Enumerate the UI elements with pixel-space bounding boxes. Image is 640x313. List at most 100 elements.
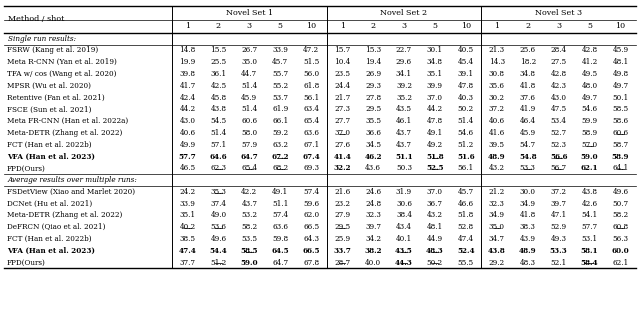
Text: 64.5: 64.5 [271,247,289,255]
Text: 27.6: 27.6 [334,141,350,149]
Text: 33.7: 33.7 [333,247,351,255]
Text: 57.9: 57.9 [241,141,257,149]
Text: 43.5: 43.5 [395,247,413,255]
Text: 24.8: 24.8 [365,199,381,208]
Text: 2: 2 [371,22,376,30]
Text: 56.1: 56.1 [303,94,319,102]
Text: 51.5: 51.5 [303,58,319,66]
Text: 21.2: 21.2 [489,188,505,196]
Text: DCNet (Hu et al. 2021): DCNet (Hu et al. 2021) [7,199,92,208]
Text: 43.2: 43.2 [427,211,443,219]
Text: 52.1: 52.1 [550,259,567,266]
Text: 45.7: 45.7 [458,188,474,196]
Text: 30.6: 30.6 [396,199,412,208]
Text: 59.2: 59.2 [272,129,289,137]
Text: 27.7: 27.7 [334,117,350,125]
Text: 35.6: 35.6 [489,82,505,90]
Text: Novel Set 2: Novel Set 2 [380,9,428,17]
Text: 26.7: 26.7 [241,46,257,54]
Text: 46.6: 46.6 [458,199,474,208]
Text: 47.1: 47.1 [550,211,567,219]
Text: 27.9: 27.9 [334,211,350,219]
Text: 36.7: 36.7 [427,199,443,208]
Text: 49.9: 49.9 [179,141,196,149]
Text: 44.2: 44.2 [427,105,443,113]
Text: TFA w/ cos (Wang et al. 2020): TFA w/ cos (Wang et al. 2020) [7,70,116,78]
Text: 56.0: 56.0 [303,70,319,78]
Text: 21.3: 21.3 [489,46,505,54]
Text: 63.6: 63.6 [303,129,319,137]
Text: 42.8: 42.8 [550,70,567,78]
Text: 15.3: 15.3 [365,46,381,54]
Text: 55.2: 55.2 [272,82,289,90]
Text: 2: 2 [216,22,221,30]
Text: Novel Set 1: Novel Set 1 [226,9,273,17]
Text: 48.3: 48.3 [520,259,536,266]
Text: 41.4: 41.4 [333,153,351,161]
Text: 58.4: 58.4 [580,259,598,266]
Text: 39.9: 39.9 [427,82,443,90]
Text: 62.1: 62.1 [612,259,628,266]
Text: 46.1: 46.1 [396,117,412,125]
Text: 52.7: 52.7 [550,129,567,137]
Text: 41.8: 41.8 [520,211,536,219]
Text: 47.8: 47.8 [458,82,474,90]
Text: 45.8: 45.8 [211,94,227,102]
Text: DeFRCN (Qiao et al. 2021): DeFRCN (Qiao et al. 2021) [7,223,106,231]
Text: 48.9: 48.9 [519,247,536,255]
Text: 50.3: 50.3 [396,164,412,172]
Text: 56.7: 56.7 [550,164,567,172]
Text: 45.9: 45.9 [612,46,628,54]
Text: 49.2: 49.2 [427,141,443,149]
Text: 35.2: 35.2 [396,94,412,102]
Text: 2: 2 [525,22,531,30]
Text: 10: 10 [616,22,625,30]
Text: 10.4: 10.4 [334,58,350,66]
Text: 49.3: 49.3 [550,235,566,243]
Text: 56.1: 56.1 [458,164,474,172]
Text: 25.5: 25.5 [211,58,227,66]
Text: 35.1: 35.1 [427,70,443,78]
Text: Single run results:: Single run results: [8,35,76,43]
Text: 56.6: 56.6 [550,153,568,161]
Text: 49.7: 49.7 [582,94,598,102]
Text: 51.1: 51.1 [272,199,289,208]
Text: 53.3: 53.3 [550,247,568,255]
Text: 1: 1 [340,22,345,30]
Text: 35.3: 35.3 [211,188,227,196]
Text: 42.3: 42.3 [550,82,566,90]
Text: 29.2: 29.2 [489,259,505,266]
Text: 1: 1 [494,22,499,30]
Text: 53.6: 53.6 [211,223,227,231]
Text: 51.1: 51.1 [395,153,413,161]
Text: 1: 1 [185,22,190,30]
Text: 37.0: 37.0 [427,94,443,102]
Text: 59.6: 59.6 [303,199,319,208]
Text: 49.8: 49.8 [612,70,628,78]
Text: 58.6: 58.6 [612,117,628,125]
Text: 58.9: 58.9 [582,129,598,137]
Text: 37.2: 37.2 [550,188,566,196]
Text: 37.0: 37.0 [427,188,443,196]
Text: 38.4: 38.4 [396,211,412,219]
Text: 68.2: 68.2 [272,164,289,172]
Text: 39.8: 39.8 [179,70,195,78]
Text: Novel Set 3: Novel Set 3 [535,9,582,17]
Text: 64.3: 64.3 [303,235,319,243]
Text: 29.5: 29.5 [365,105,381,113]
Text: 48.9: 48.9 [488,153,506,161]
Text: 27.3: 27.3 [334,105,350,113]
Text: 34.9: 34.9 [520,199,536,208]
Text: 43.2: 43.2 [489,164,505,172]
Text: 66.1: 66.1 [272,117,289,125]
Text: 47.4: 47.4 [179,247,196,255]
Text: 45.9: 45.9 [241,94,257,102]
Text: VFA (Han et al. 2023): VFA (Han et al. 2023) [7,247,95,255]
Text: 56.3: 56.3 [612,235,628,243]
Text: 67.8: 67.8 [303,259,319,266]
Text: 40.3: 40.3 [458,94,474,102]
Text: 45.7: 45.7 [272,58,289,66]
Text: 21.6: 21.6 [334,188,350,196]
Text: 38.2: 38.2 [364,247,382,255]
Text: 67.4: 67.4 [302,153,320,161]
